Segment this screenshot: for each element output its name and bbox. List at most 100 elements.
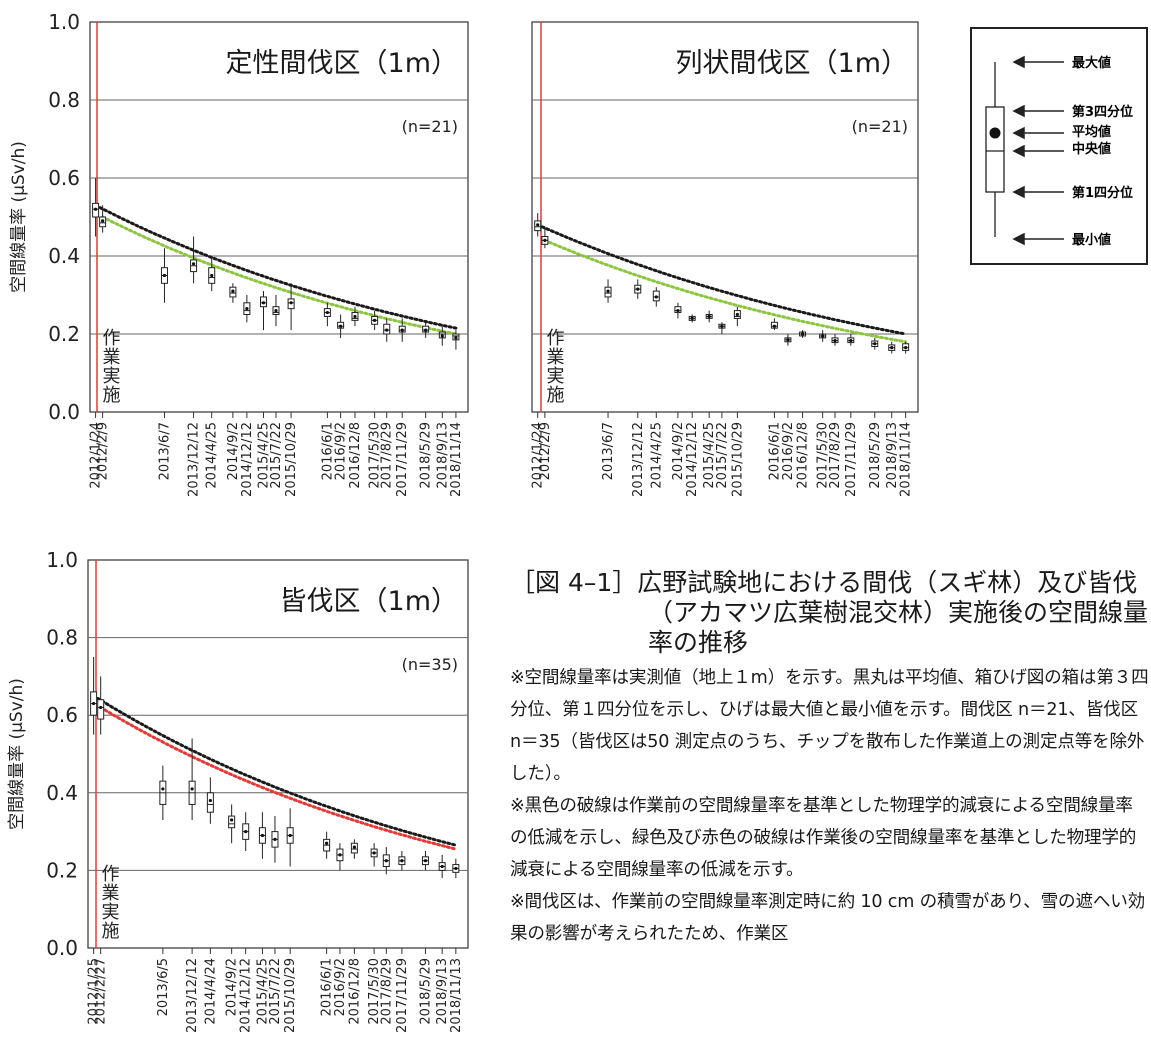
decay-curve-pre-work [92,694,458,847]
box-mean [274,309,278,313]
box-mean [400,328,404,332]
box-mean [400,859,404,863]
chart-title: 定性間伐区（1m） [226,48,458,79]
sample-size-label: (n=21) [852,117,908,136]
y-tick-label: 1.0 [46,548,78,572]
x-tick-label: 2015/7/22 [268,958,283,1025]
x-tick-label: 2018/11/14 [899,422,914,497]
box-mean [454,336,458,340]
x-tick-label: 2013/12/12 [187,422,202,497]
x-tick-label: 2018/11/14 [449,422,464,497]
y-tick-label: 0.6 [46,703,78,727]
caption-note-3: ※間伐区は、作業前の空間線量率測定時に約 10 cm の積雪があり、雪の遮へい効… [510,892,1146,944]
x-tick-label: 2014/4/25 [649,422,664,489]
x-tick-label: 2012/2/9 [538,422,553,480]
x-tick-label: 2016/6/1 [767,422,782,480]
x-tick-label: 2015/10/29 [284,422,299,497]
x-tick-label: 2017/5/30 [816,422,831,489]
x-tick-label: 2016/9/2 [334,422,349,480]
sample-size-label: (n=35) [402,655,458,674]
box-mean [231,289,235,293]
box-mean [849,339,853,343]
box-mean [440,334,444,338]
caption-note-2: ※黒色の破線は作業前の空間線量率を基準とした物理学的減衰による空間線量率の低減を… [510,796,1137,880]
y-tick-label: 0.4 [46,781,78,805]
box-iqr [97,699,105,720]
y-tick-label: 0.0 [48,400,80,424]
y-tick-label: 0.8 [48,88,80,112]
y-tick-label: 0.8 [46,626,78,650]
box-mean [352,845,356,849]
x-tick-label: 2012/2/9 [96,422,111,480]
x-tick-label: 2014/4/24 [203,958,218,1025]
chart-1: 0.0 0.2 0.4 0.6 0.8 1.0 空間線量率 (μSv/h) 定性間伐区（1m）… [9,10,469,497]
box-mean [786,338,790,342]
box-mean [454,866,458,871]
figure-caption: ［図 4–1］広野試験地における間伐（スギ林）及び皆伐（アカマツ広葉樹混交林）実… [510,568,1150,950]
x-tick-label: 2015/7/22 [715,422,730,489]
box-mean [288,833,292,838]
x-tick-label: 2013/12/12 [631,422,646,497]
x-tick-label: 2013/6/5 [156,958,171,1016]
x-tick-label: 2018/11/13 [449,958,464,1033]
x-tick-label: 2015/4/25 [255,958,270,1025]
box-mean [720,324,724,328]
box-mean [289,301,293,305]
box-mean [636,287,640,291]
x-tick-label: 2013/12/12 [185,958,200,1033]
box-mean [735,312,739,317]
x-tick-label: 2014/4/25 [205,422,220,489]
work-label: 作業実施 [544,328,565,404]
box-mean [93,207,98,211]
x-tick-label: 2017/5/30 [367,958,382,1025]
x-tick-label: 2018/9/13 [885,422,900,489]
box-mean [161,787,165,791]
legend-median-label: 中央値 [1072,141,1111,157]
chart-3: 0.0 0.2 0.4 0.6 0.8 1.0 空間線量率 (μSv/h) 皆伐区（1m） (n… [7,548,469,1033]
box-mean [543,238,547,242]
box-mean [800,332,805,336]
x-tick-label: 2016/6/1 [320,958,335,1016]
x-tick-label: 2016/9/2 [781,422,796,480]
legend-box [985,106,1005,193]
x-tick-label: 2017/11/29 [844,422,859,497]
box-mean [339,324,343,328]
box-mean [162,273,167,278]
box-mean [325,310,329,315]
box-iqr [228,815,236,829]
x-tick-label: 2014/9/2 [671,422,686,480]
decay-curve-post-work [543,238,908,344]
x-tick-label: 2015/4/25 [702,422,717,489]
box-mean [210,273,214,278]
box-mean [904,346,908,350]
y-tick-label: 1.0 [48,10,80,34]
box-mean [833,339,837,343]
box-mean [654,295,658,299]
x-tick-label: 2012/2/27 [94,958,109,1025]
x-tick-label: 2012/1/24 [531,422,546,489]
box-mean [353,314,357,319]
x-tick-label: 2015/10/29 [283,958,298,1033]
x-tick-label: 2017/11/29 [395,422,410,497]
plot-frame [89,21,469,413]
x-tick-label: 2012/1/24 [89,422,104,489]
caption-note-1: ※空間線量率は実測値（地上１m）を示す。黒丸は平均値、箱ひげ図の箱は第３四分位、… [510,668,1149,784]
box-mean [92,701,96,706]
y-axis-label: 空間線量率 (μSv/h) [7,678,27,830]
y-tick-label: 0.0 [46,936,78,960]
box-mean [261,301,266,305]
decay-curve-pre-work [94,203,458,330]
legend-mean-dot [989,127,1001,139]
x-tick-label: 2016/12/8 [348,422,363,489]
x-tick-label: 2014/12/12 [685,422,700,497]
x-tick-label: 2014/9/2 [225,958,240,1016]
box-mean [384,859,388,863]
box-iqr [206,792,214,813]
y-tick-label: 0.4 [48,244,80,268]
y-tick-label: 0.6 [48,166,80,190]
box-mean [273,837,277,841]
x-tick-label: 2015/4/25 [257,422,272,489]
decay-curve-post-work [99,705,458,851]
x-tick-label: 2012/1/25 [87,958,102,1025]
x-tick-label: 2014/9/2 [226,422,241,480]
